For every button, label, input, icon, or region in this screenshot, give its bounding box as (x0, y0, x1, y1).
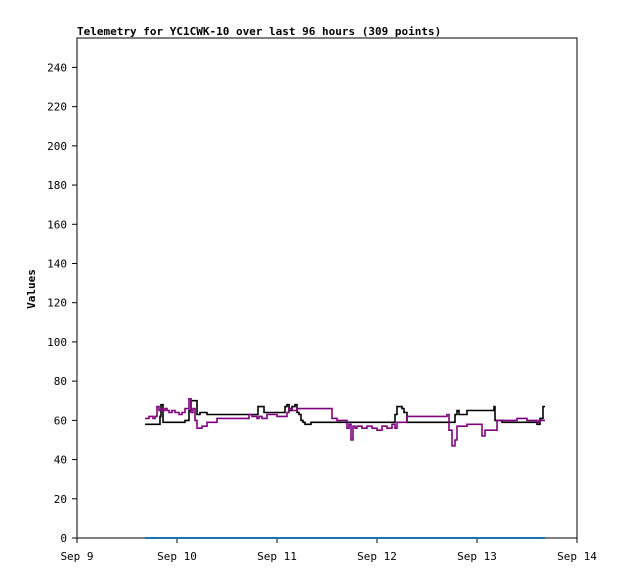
y-tick-label: 140 (47, 257, 67, 270)
chart-title: Telemetry for YC1CWK-10 over last 96 hou… (77, 25, 441, 38)
plot-frame (76, 37, 578, 539)
x-tick-label: Sep 10 (157, 550, 197, 563)
y-tick-label: 0 (60, 532, 67, 545)
series-line-2 (145, 398, 545, 447)
x-tick-label: Sep 11 (257, 550, 297, 563)
series-group (145, 398, 545, 539)
y-tick-label: 220 (47, 101, 67, 114)
x-tick-label: Sep 13 (457, 550, 497, 563)
y-axis: 0 20 40 60 80 100 120 140 160 180 200 220 240 (47, 61, 77, 545)
x-tick-label: Sep 14 (557, 550, 597, 563)
x-tick-label: Sep 12 (357, 550, 397, 563)
y-tick-label: 160 (47, 218, 67, 231)
x-tick-label: Sep 9 (60, 550, 93, 563)
y-tick-label: 20 (54, 493, 67, 506)
y-tick-label: 100 (47, 336, 67, 349)
series-line-1 (145, 399, 545, 426)
y-tick-label: 240 (47, 61, 67, 74)
y-tick-label: 120 (47, 297, 67, 310)
y-tick-label: 80 (54, 375, 67, 388)
y-tick-label: 180 (47, 179, 67, 192)
y-tick-label: 40 (54, 454, 67, 467)
y-tick-label: 60 (54, 414, 67, 427)
y-tick-label: 200 (47, 140, 67, 153)
x-axis: Sep 9 Sep 10 Sep 11 Sep 12 Sep 13 Sep 14 (60, 538, 597, 563)
y-axis-label: Values (25, 269, 38, 309)
